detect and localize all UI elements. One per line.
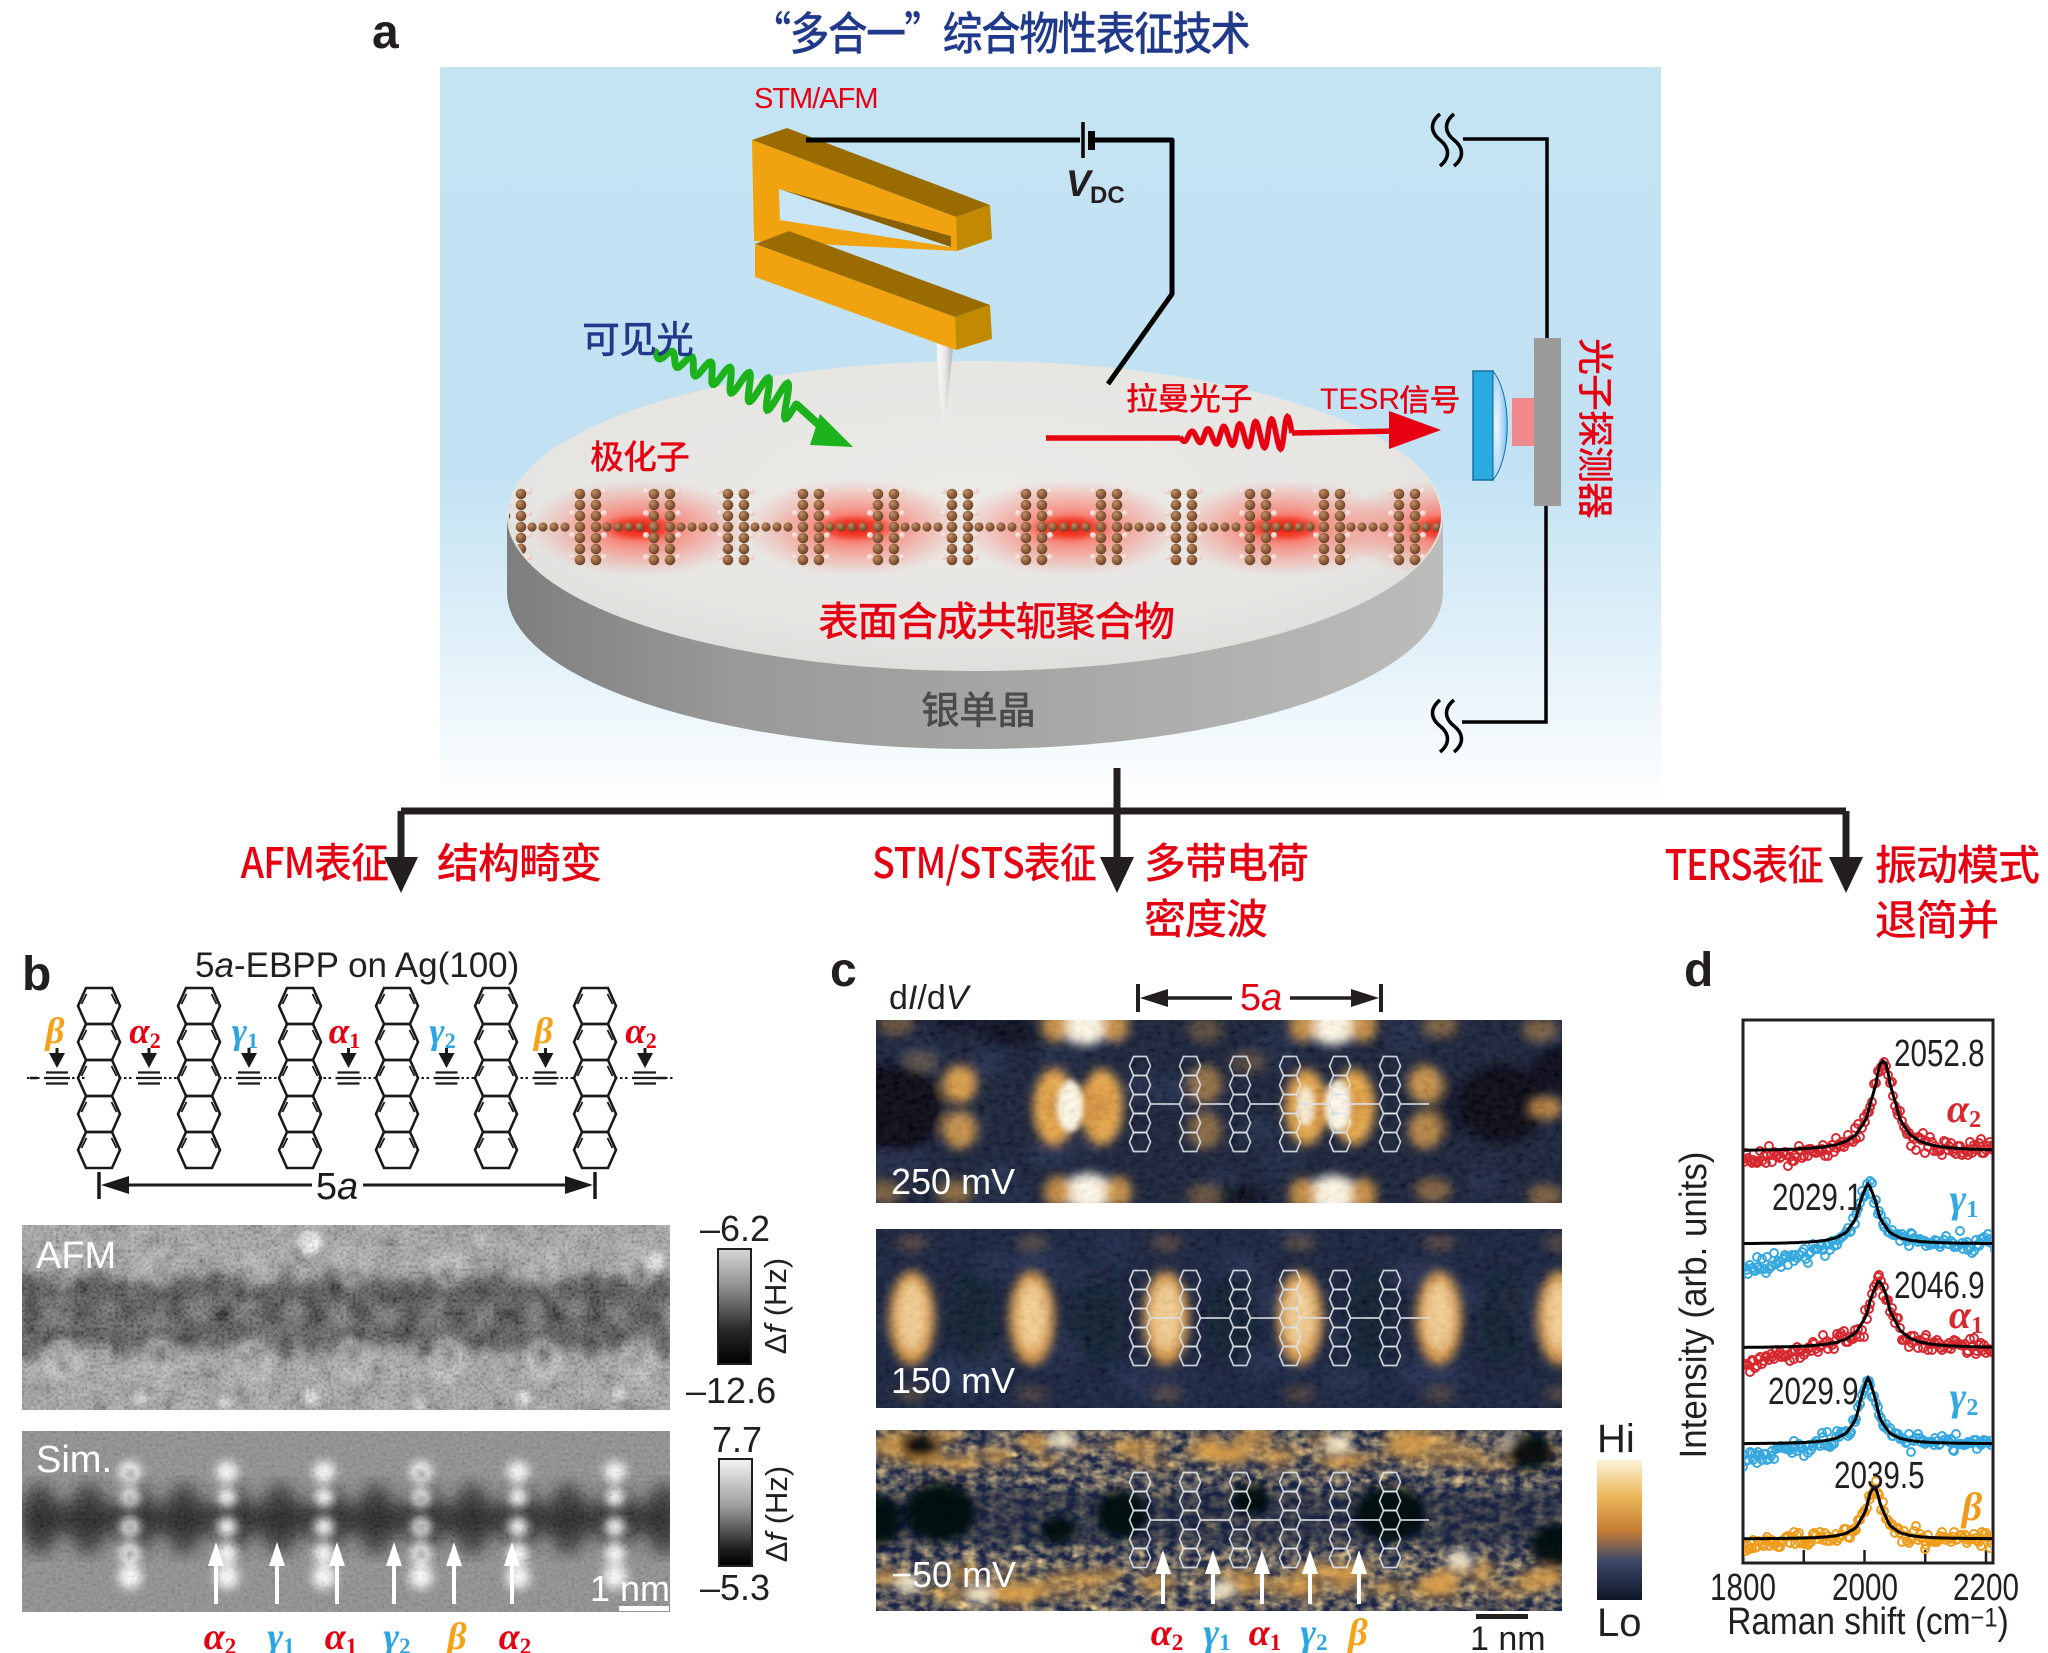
svg-text:c: c	[830, 944, 857, 997]
svg-text:Raman shift (cm−1): Raman shift (cm−1)	[1727, 1600, 2009, 1642]
svg-text:α2: α2	[1151, 1612, 1184, 1653]
svg-text:β: β	[532, 1011, 553, 1052]
svg-text:γ1: γ1	[1203, 1612, 1230, 1653]
svg-text:α2: α2	[499, 1616, 532, 1653]
svg-text:α1: α1	[325, 1616, 358, 1653]
svg-text:Sim.: Sim.	[36, 1439, 112, 1481]
svg-text:5a: 5a	[1240, 977, 1282, 1019]
svg-text:γ2: γ2	[1950, 1374, 1979, 1421]
svg-text:2046.9: 2046.9	[1894, 1265, 1985, 1307]
svg-text:γ2: γ2	[383, 1616, 410, 1653]
svg-text:2029.9: 2029.9	[1768, 1371, 1859, 1413]
svg-text:−50 mV: −50 mV	[891, 1554, 1016, 1595]
svg-text:Intensity (arb. units): Intensity (arb. units)	[1672, 1152, 1715, 1459]
svg-text:2000: 2000	[1832, 1567, 1898, 1609]
svg-text:–5.3: –5.3	[700, 1567, 770, 1608]
svg-text:Δf (Hz): Δf (Hz)	[759, 1466, 794, 1563]
svg-text:1 nm: 1 nm	[1470, 1620, 1546, 1653]
svg-text:β: β	[1960, 1484, 1983, 1529]
svg-text:α2: α2	[625, 1011, 656, 1053]
svg-text:2039.5: 2039.5	[1834, 1455, 1925, 1497]
svg-text:γ1: γ1	[267, 1616, 294, 1653]
svg-text:V: V	[1066, 163, 1094, 204]
svg-text:a: a	[372, 6, 399, 59]
svg-text:d: d	[1684, 944, 1713, 997]
svg-text:α1: α1	[329, 1011, 360, 1053]
svg-text:α1: α1	[1249, 1612, 1282, 1653]
svg-text:Lo: Lo	[1597, 1601, 1642, 1645]
svg-text:1800: 1800	[1710, 1567, 1776, 1609]
svg-text:β: β	[1346, 1612, 1368, 1653]
svg-text:DC: DC	[1090, 182, 1125, 209]
svg-text:1 nm: 1 nm	[590, 1568, 670, 1609]
svg-text:α2: α2	[129, 1011, 160, 1053]
svg-text:TESR: TESR	[1320, 383, 1400, 416]
svg-text:γ1: γ1	[1950, 1176, 1979, 1223]
svg-text:2052.8: 2052.8	[1894, 1033, 1985, 1075]
svg-text:dI/dV: dI/dV	[889, 979, 972, 1017]
svg-text:7.7: 7.7	[712, 1419, 762, 1460]
svg-text:α1: α1	[1949, 1292, 1983, 1339]
svg-text:150 mV: 150 mV	[891, 1360, 1015, 1401]
svg-text:α2: α2	[204, 1616, 237, 1653]
svg-text:β: β	[44, 1011, 65, 1052]
svg-text:–6.2: –6.2	[700, 1208, 770, 1249]
svg-text:STM/AFM: STM/AFM	[754, 83, 878, 115]
svg-text:–12.6: –12.6	[686, 1370, 776, 1411]
svg-text:5a-EBPP on Ag(100): 5a-EBPP on Ag(100)	[195, 946, 519, 985]
svg-text:Δf (Hz): Δf (Hz)	[758, 1258, 793, 1355]
svg-text:γ2: γ2	[429, 1011, 455, 1053]
svg-text:2029.1: 2029.1	[1772, 1177, 1863, 1219]
svg-text:γ1: γ1	[232, 1011, 258, 1053]
svg-text:α2: α2	[1947, 1086, 1981, 1133]
svg-text:AFM: AFM	[36, 1235, 116, 1277]
svg-text:250 mV: 250 mV	[891, 1161, 1015, 1202]
svg-text:2200: 2200	[1953, 1567, 2019, 1609]
svg-text:β: β	[445, 1616, 467, 1653]
svg-text:Hi: Hi	[1597, 1417, 1635, 1461]
svg-text:b: b	[22, 948, 51, 1001]
svg-text:5a: 5a	[316, 1166, 358, 1208]
svg-text:γ2: γ2	[1300, 1612, 1327, 1653]
